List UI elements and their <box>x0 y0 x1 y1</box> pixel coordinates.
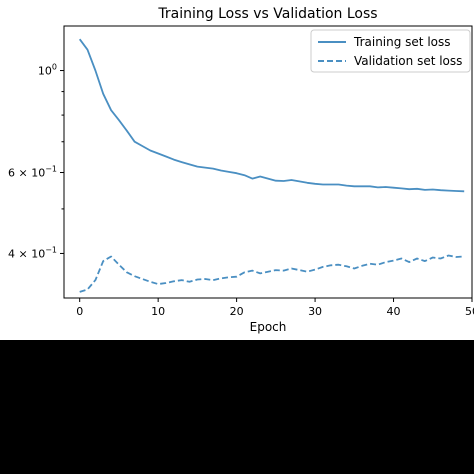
y-tick-label: 6 × 10−1 <box>8 165 57 180</box>
x-tick-label: 50 <box>465 305 474 318</box>
line-chart: Training Loss vs Validation Loss 0 10 20 30… <box>8 6 474 334</box>
y-tick-label: 4 × 10−1 <box>8 245 57 260</box>
series-line-training <box>78 38 465 193</box>
y-tick-label: 100 <box>38 63 57 78</box>
chart-title: Training Loss vs Validation Loss <box>157 6 377 22</box>
figure: Training Loss vs Validation Loss 0 10 20 30… <box>0 0 474 340</box>
legend-box <box>310 29 471 73</box>
y-axis: 100 6 × 10−1 4 × 10−1 <box>8 63 64 260</box>
legend-label-validation: Validation set loss <box>354 54 462 68</box>
x-tick-label: 40 <box>387 305 401 318</box>
x-tick-label: 30 <box>308 305 322 318</box>
legend-label-training: Training set loss <box>353 35 451 49</box>
legend: Training set loss Validation set loss <box>310 29 471 73</box>
series-layer <box>78 38 465 293</box>
x-tick-label: 0 <box>76 305 83 318</box>
x-axis: 0 10 20 30 40 50 <box>76 298 474 318</box>
x-tick-label: 20 <box>230 305 244 318</box>
x-tick-label: 10 <box>151 305 165 318</box>
x-axis-label: Epoch <box>250 320 287 334</box>
series-line-validation <box>79 254 465 293</box>
